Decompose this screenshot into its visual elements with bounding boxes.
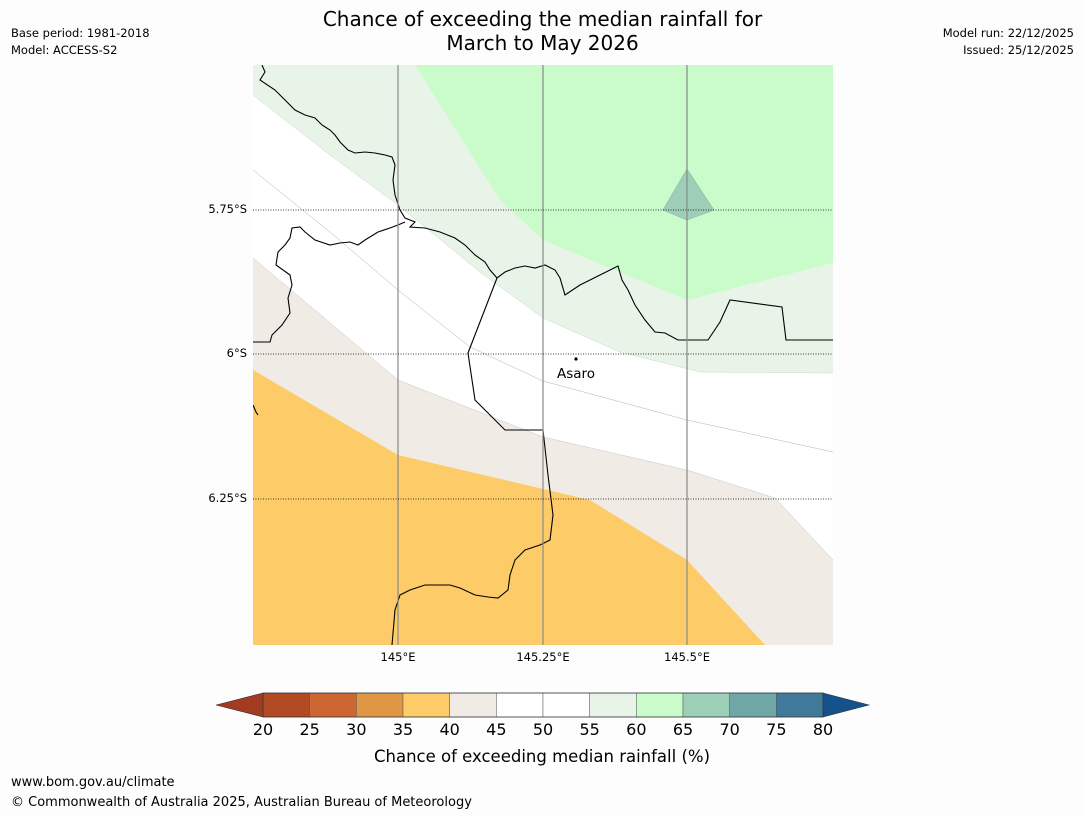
region-60-65 xyxy=(415,65,833,300)
lon-label-145: 145°E xyxy=(381,650,416,664)
meta-left: Base period: 1981-2018 Model: ACCESS-S2 xyxy=(11,25,150,59)
colorbar-bin-45-50 xyxy=(496,692,544,718)
lat-label-6-25: 6.25°S xyxy=(208,491,247,505)
coastline-inland xyxy=(253,221,406,343)
colorbar-tick-65: 65 xyxy=(673,720,693,739)
town-marker-asaro[interactable] xyxy=(574,357,578,361)
colorbar-tick-55: 55 xyxy=(579,720,599,739)
colorbar-bin-35-40 xyxy=(402,692,450,718)
issued-text: Issued: 25/12/2025 xyxy=(963,43,1074,57)
colorbar-extend-low xyxy=(215,692,264,718)
footer-copyright: © Commonwealth of Australia 2025, Austra… xyxy=(11,795,472,810)
colorbar-bin-60-65 xyxy=(636,692,684,718)
map-area[interactable]: Asaro xyxy=(253,65,833,645)
coastline xyxy=(259,65,833,341)
lat-label-5-75: 5.75°S xyxy=(208,202,247,216)
colorbar-tick-50: 50 xyxy=(533,720,553,739)
colorbar-bin-30-35 xyxy=(356,692,404,718)
colorbar-bin-55-60 xyxy=(589,692,637,718)
colorbar-bin-65-70 xyxy=(682,692,730,718)
province-border xyxy=(391,277,554,645)
colorbar-tick-80: 80 xyxy=(813,720,833,739)
colorbar-tick-60: 60 xyxy=(626,720,646,739)
base-period-text: Base period: 1981-2018 xyxy=(11,26,150,40)
region-35-40 xyxy=(253,370,765,645)
colorbar-bin-20-25 xyxy=(262,692,310,718)
lon-label-145-25: 145.25°E xyxy=(516,650,569,664)
title-line-1: Chance of exceeding the median rainfall … xyxy=(322,7,763,31)
region-65-70 xyxy=(663,169,714,220)
colorbar-tick-30: 30 xyxy=(346,720,366,739)
colorbar-bin-50-55 xyxy=(542,692,590,718)
colorbar-tick-25: 25 xyxy=(299,720,319,739)
colorbar-tick-35: 35 xyxy=(393,720,413,739)
colorbar-tick-70: 70 xyxy=(719,720,739,739)
title-line-2: March to May 2026 xyxy=(446,31,639,55)
colorbar-tick-20: 20 xyxy=(253,720,273,739)
colorbar-bin-25-30 xyxy=(309,692,357,718)
colorbar-tick-40: 40 xyxy=(439,720,459,739)
colorbar-tick-45: 45 xyxy=(486,720,506,739)
contour-line xyxy=(253,257,833,561)
lat-label-6: 6°S xyxy=(227,346,247,360)
colorbar-bin-75-80 xyxy=(776,692,824,718)
colorbar-tick-75: 75 xyxy=(766,720,786,739)
chart-title: Chance of exceeding the median rainfall … xyxy=(0,7,1085,55)
model-run-text: Model run: 22/12/2025 xyxy=(942,26,1074,40)
colorbar: 20 25 30 35 40 45 50 55 60 65 70 75 80 xyxy=(215,692,871,739)
model-text: Model: ACCESS-S2 xyxy=(11,43,118,57)
meta-right: Model run: 22/12/2025 Issued: 25/12/2025 xyxy=(943,25,1074,59)
town-label-asaro: Asaro xyxy=(557,366,595,382)
colorbar-outline xyxy=(262,692,824,718)
colorbar-label: Chance of exceeding median rainfall (%) xyxy=(374,747,710,766)
lon-label-145-5: 145.5°E xyxy=(664,650,710,664)
colorbar-bin-70-75 xyxy=(729,692,777,718)
footer-url[interactable]: www.bom.gov.au/climate xyxy=(11,775,175,790)
colorbar-bin-40-45 xyxy=(449,692,497,718)
colorbar-extend-high xyxy=(822,692,871,718)
